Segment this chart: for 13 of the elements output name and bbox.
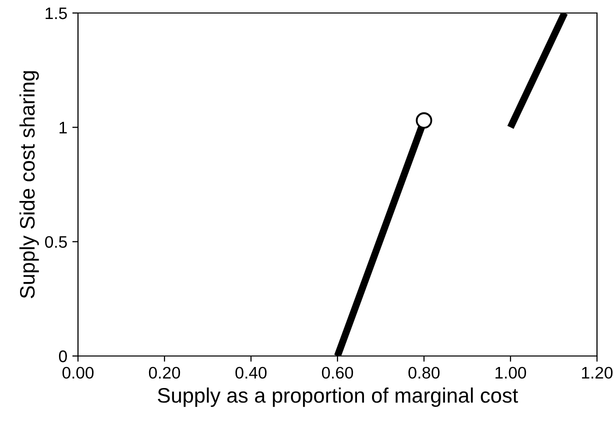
y-tick-label: 1 xyxy=(60,122,67,134)
x-tick-label: 0.20 xyxy=(148,366,180,379)
y-axis-title: Supply Side cost sharing xyxy=(19,71,39,298)
x-axis-title: Supply as a proportion of marginal cost xyxy=(158,388,518,407)
x-tick-label: 0.60 xyxy=(322,366,354,379)
x-tick-label: 0.40 xyxy=(235,366,267,379)
x-tick-label: 1.20 xyxy=(582,366,613,379)
x-tick-label: 0.80 xyxy=(408,366,440,379)
x-tick-label: 1.00 xyxy=(496,366,526,379)
y-tick-label: 0 xyxy=(58,350,67,362)
y-tick-label: 1.5 xyxy=(46,8,67,20)
y-tick-label: 0.5 xyxy=(45,236,67,248)
x-tick-label: 0.00 xyxy=(62,366,94,379)
